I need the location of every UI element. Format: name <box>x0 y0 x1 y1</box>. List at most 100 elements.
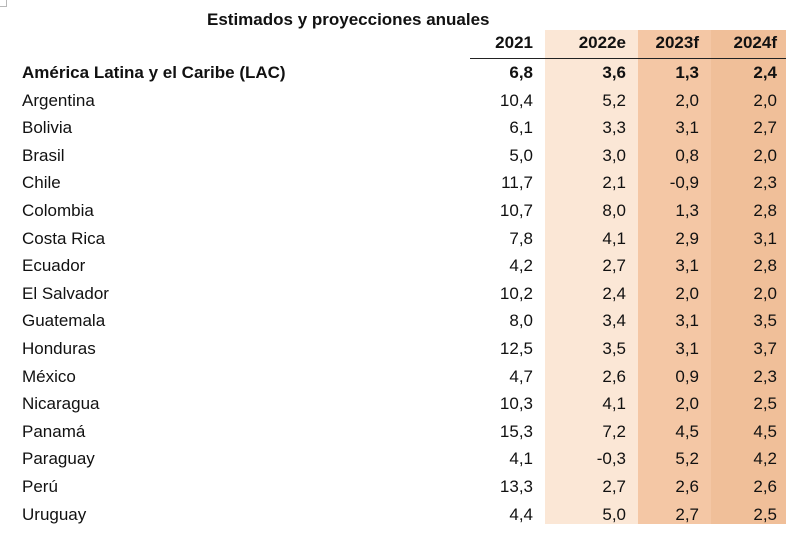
value-2023f: 2,7 <box>675 504 699 524</box>
value-2021: 10,7 <box>499 200 533 220</box>
header-rule <box>470 58 786 59</box>
country-name: Honduras <box>22 338 96 358</box>
country-name: Uruguay <box>22 504 87 524</box>
value-2021: 13,3 <box>499 476 533 496</box>
column-shade-2022e <box>545 30 638 524</box>
value-2021: 4,7 <box>509 366 533 386</box>
value-2024f: 2,0 <box>753 283 777 303</box>
country-name: Nicaragua <box>22 394 100 414</box>
value-2022e: -0,3 <box>596 449 626 469</box>
table-row: Perú 13,3 2,7 2,6 2,6 <box>0 472 800 500</box>
value-2022e: 3,0 <box>602 145 626 165</box>
column-header-2021: 2021 <box>495 33 533 52</box>
value-2021: 10,2 <box>499 283 533 303</box>
value-2022e: 8,0 <box>602 200 626 220</box>
value-2023f: 1,3 <box>675 200 699 220</box>
value-2022e: 4,1 <box>602 228 626 248</box>
value-2023f: 3,1 <box>675 256 699 276</box>
country-name: Argentina <box>22 90 95 110</box>
value-2022e: 2,7 <box>602 476 626 496</box>
table-row: Ecuador 4,2 2,7 3,1 2,8 <box>0 251 800 279</box>
value-2024f: 3,5 <box>753 311 777 331</box>
value-2023f: 2,0 <box>675 90 699 110</box>
table-row: Uruguay 4,4 5,0 2,7 2,5 <box>0 500 800 528</box>
table-row: Colombia 10,7 8,0 1,3 2,8 <box>0 196 800 224</box>
table-row: América Latina y el Caribe (LAC) 6,8 3,6… <box>0 58 800 86</box>
value-2021: 10,4 <box>499 90 533 110</box>
country-name: Chile <box>22 173 61 193</box>
table-row: Argentina 10,4 5,2 2,0 2,0 <box>0 86 800 114</box>
country-name: Brasil <box>22 145 65 165</box>
table-row: Paraguay 4,1 -0,3 5,2 4,2 <box>0 444 800 472</box>
country-name: Ecuador <box>22 256 86 276</box>
country-name: Bolivia <box>22 118 73 138</box>
table-row: Guatemala 8,0 3,4 3,1 3,5 <box>0 306 800 334</box>
value-2022e: 3,5 <box>602 338 626 358</box>
country-name: Paraguay <box>22 449 95 469</box>
value-2024f: 2,8 <box>753 256 777 276</box>
value-2022e: 5,0 <box>602 504 626 524</box>
value-2024f: 2,8 <box>753 200 777 220</box>
table-row: México 4,7 2,6 0,9 2,3 <box>0 362 800 390</box>
value-2022e: 2,4 <box>602 283 626 303</box>
value-2021: 7,8 <box>509 228 533 248</box>
value-2024f: 3,7 <box>753 338 777 358</box>
value-2023f: 2,6 <box>675 476 699 496</box>
value-2021: 15,3 <box>499 421 533 441</box>
column-header-2024f: 2024f <box>733 33 777 52</box>
value-2024f: 3,1 <box>753 228 777 248</box>
value-2023f: 2,0 <box>675 394 699 414</box>
value-2024f: 4,5 <box>753 421 777 441</box>
value-2021: 4,2 <box>509 256 533 276</box>
country-name: América Latina y el Caribe (LAC) <box>22 63 286 82</box>
table-row: Panamá 15,3 7,2 4,5 4,5 <box>0 417 800 445</box>
value-2024f: 2,5 <box>753 394 777 414</box>
table-row: Brasil 5,0 3,0 0,8 2,0 <box>0 141 800 169</box>
value-2023f: 5,2 <box>675 449 699 469</box>
value-2022e: 3,4 <box>602 311 626 331</box>
country-name: Panamá <box>22 421 86 441</box>
column-shade-2024f <box>711 30 786 524</box>
value-2024f: 4,2 <box>753 449 777 469</box>
country-name: México <box>22 366 76 386</box>
value-2024f: 2,7 <box>753 118 777 138</box>
value-2023f: 3,1 <box>675 311 699 331</box>
column-header-2022e: 2022e <box>578 33 626 52</box>
value-2023f: 2,0 <box>675 283 699 303</box>
value-2021: 6,1 <box>509 118 533 138</box>
value-2022e: 5,2 <box>602 90 626 110</box>
value-2023f: 1,3 <box>675 63 699 82</box>
value-2022e: 3,6 <box>602 63 626 82</box>
value-2021: 12,5 <box>499 338 533 358</box>
corner-mark <box>0 0 7 7</box>
value-2023f: 0,9 <box>675 366 699 386</box>
table-row: El Salvador 10,2 2,4 2,0 2,0 <box>0 279 800 307</box>
value-2024f: 2,0 <box>753 145 777 165</box>
value-2023f: 3,1 <box>675 118 699 138</box>
value-2024f: 2,5 <box>753 504 777 524</box>
table-row: Nicaragua 10,3 4,1 2,0 2,5 <box>0 389 800 417</box>
country-name: El Salvador <box>22 283 109 303</box>
value-2021: 8,0 <box>509 311 533 331</box>
value-2022e: 3,3 <box>602 118 626 138</box>
value-2023f: 0,8 <box>675 145 699 165</box>
table-row: Chile 11,7 2,1 -0,9 2,3 <box>0 168 800 196</box>
table-row: Costa Rica 7,8 4,1 2,9 3,1 <box>0 224 800 252</box>
country-name: Colombia <box>22 200 94 220</box>
table-body: América Latina y el Caribe (LAC) 6,8 3,6… <box>0 58 800 527</box>
country-name: Costa Rica <box>22 228 106 248</box>
table-title: Estimados y proyecciones anuales <box>207 10 490 29</box>
value-2022e: 2,6 <box>602 366 626 386</box>
value-2021: 5,0 <box>509 145 533 165</box>
value-2024f: 2,3 <box>753 366 777 386</box>
value-2021: 6,8 <box>509 63 533 82</box>
value-2021: 4,1 <box>509 449 533 469</box>
value-2023f: -0,9 <box>669 173 699 193</box>
column-header-2023f: 2023f <box>655 33 699 52</box>
value-2022e: 2,1 <box>602 173 626 193</box>
value-2024f: 2,0 <box>753 90 777 110</box>
value-2023f: 3,1 <box>675 338 699 358</box>
value-2024f: 2,4 <box>753 63 777 82</box>
value-2022e: 7,2 <box>602 421 626 441</box>
